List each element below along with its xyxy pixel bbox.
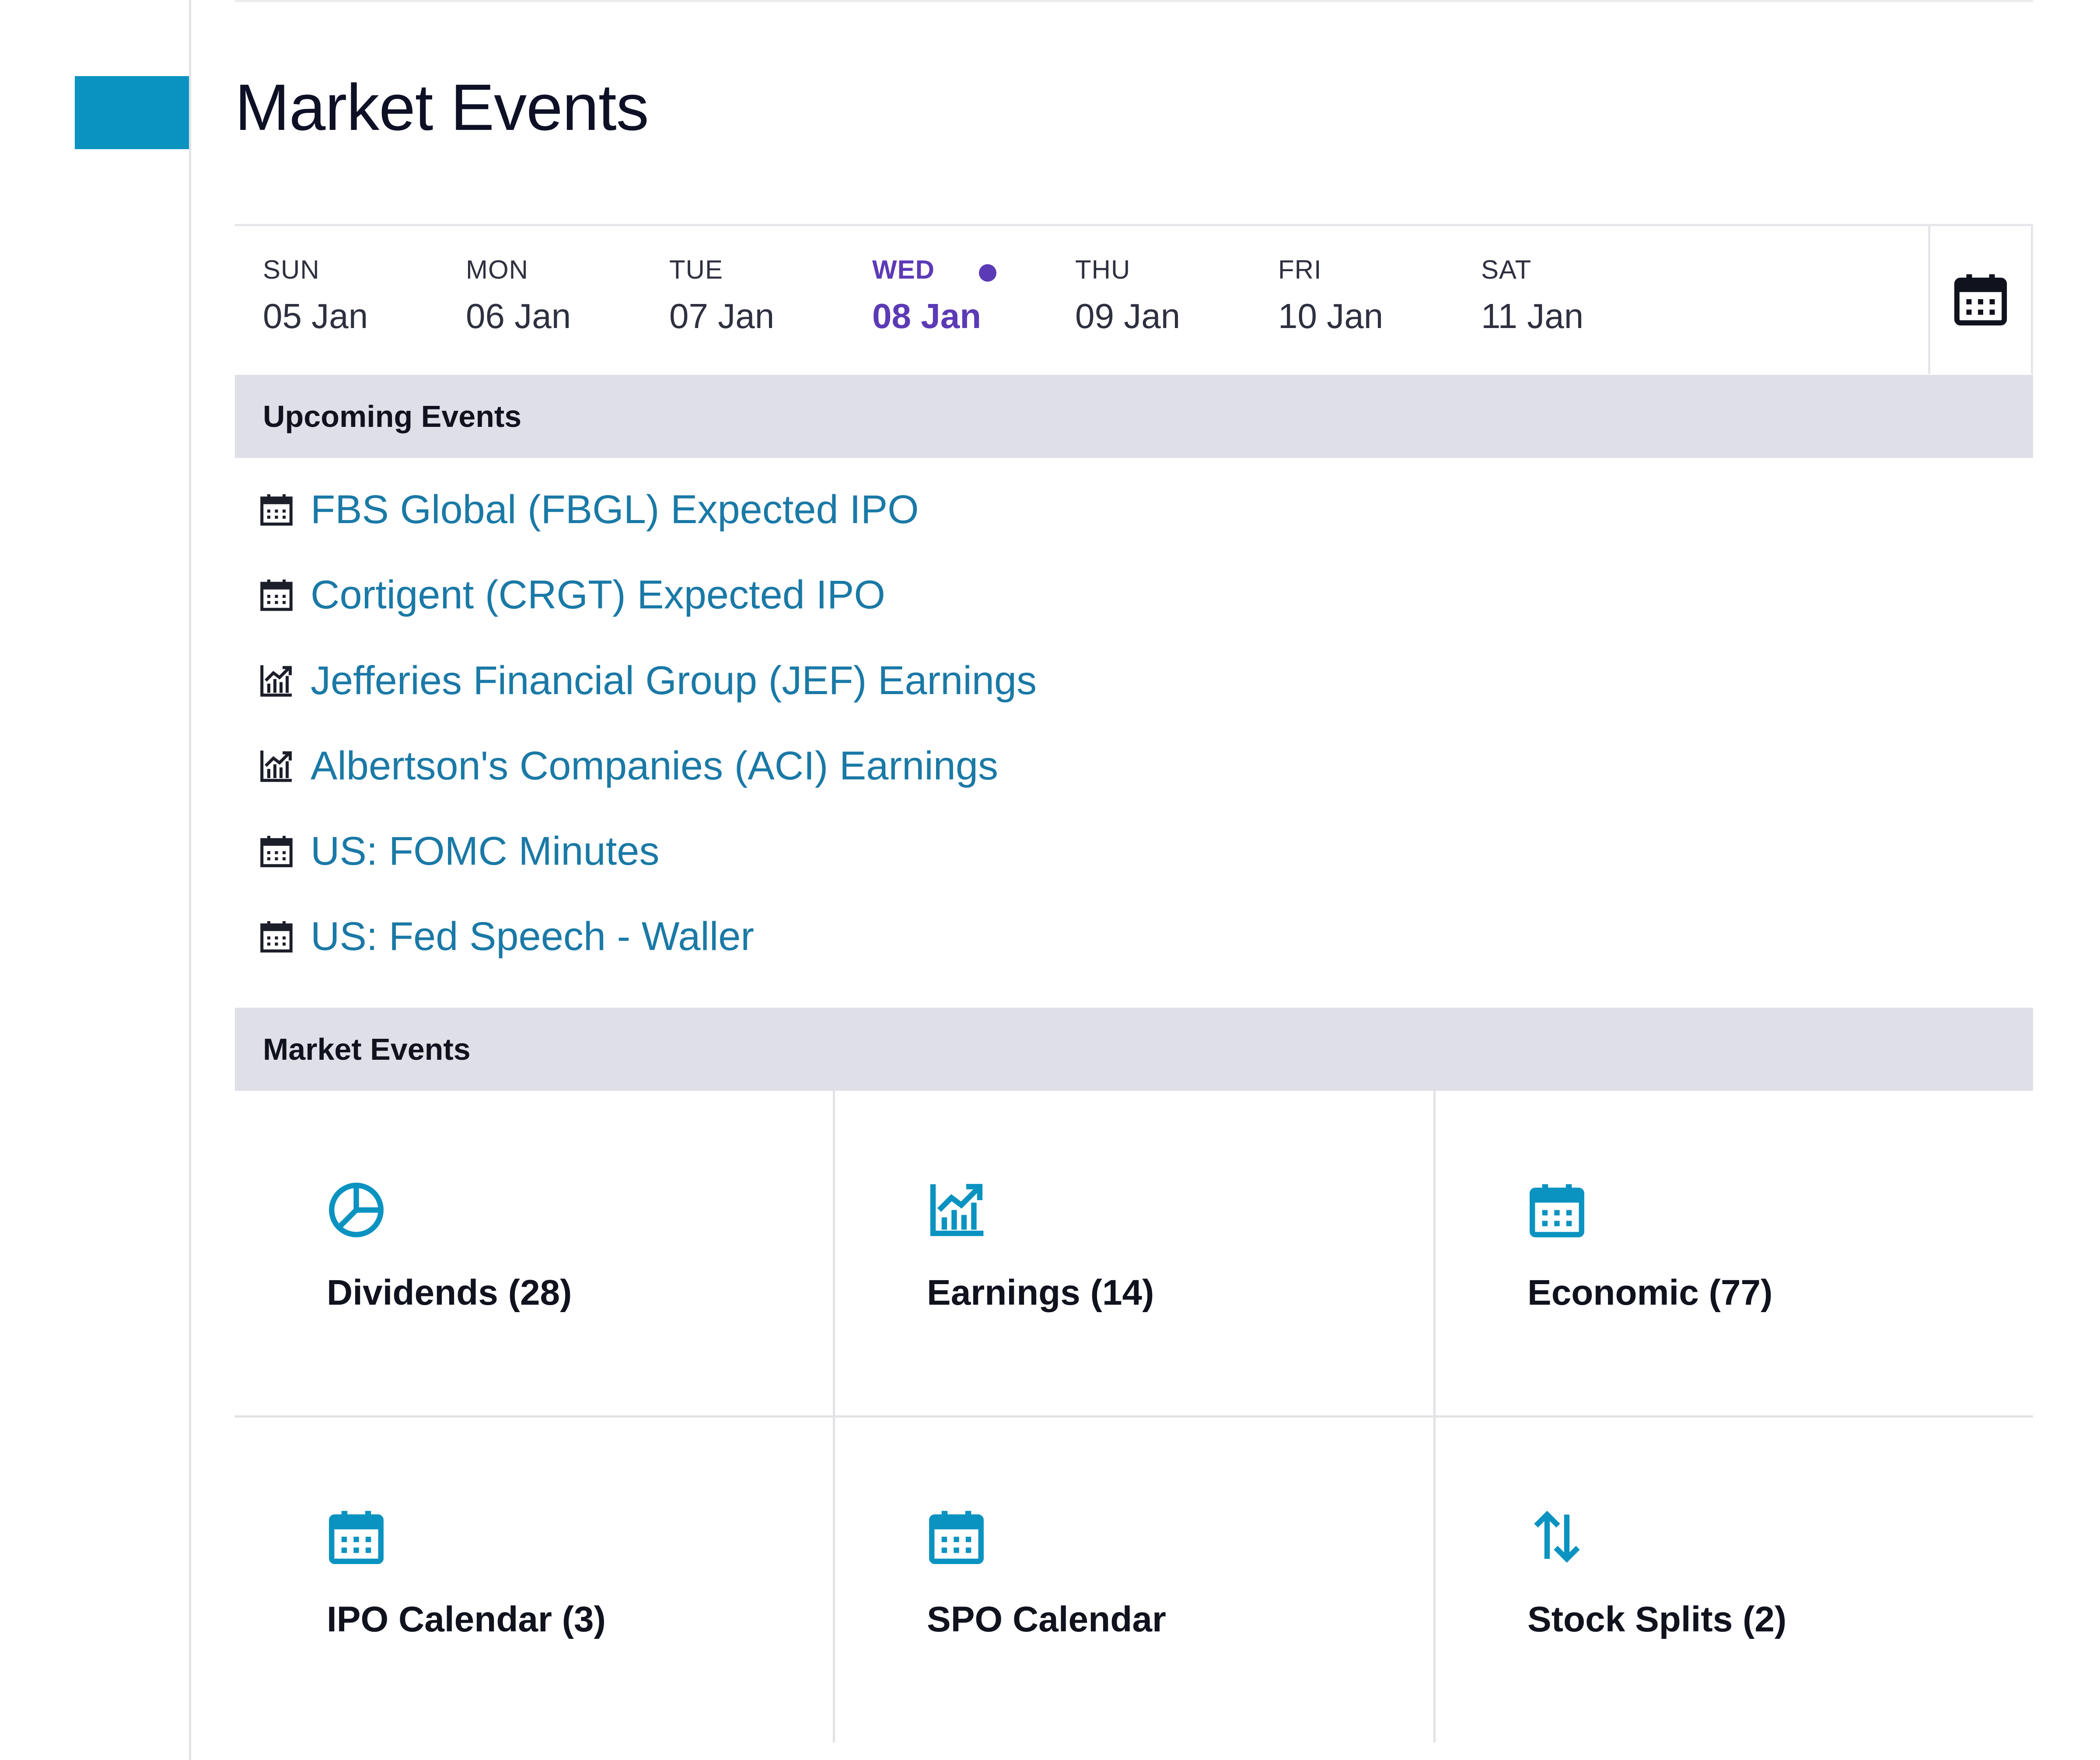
tile-economic[interactable]: Economic (77) (1436, 1091, 2035, 1417)
day-date: 10 Jan (1278, 297, 1384, 335)
day-tue[interactable]: TUE 07 Jan (669, 257, 774, 334)
calendar-icon (258, 491, 295, 528)
event-link[interactable]: Albertson's Companies (ACI) Earnings (258, 740, 998, 792)
day-date: 11 Jan (1481, 297, 1584, 335)
today-indicator-dot (979, 264, 996, 282)
event-link[interactable]: US: Fed Speech - Waller (258, 910, 754, 963)
left-divider (189, 0, 191, 1760)
event-link[interactable]: FBS Global (FBGL) Expected IPO (258, 483, 919, 536)
day-of-week: TUE (669, 255, 723, 284)
week-strip: SUN 05 Jan MON 06 Jan TUE 07 Jan WED 08 … (235, 224, 2033, 374)
day-wed-selected[interactable]: WED 08 Jan (872, 257, 981, 334)
day-mon[interactable]: MON 06 Jan (466, 257, 571, 334)
tile-stock-splits[interactable]: Stock Splits (2) (1436, 1418, 2035, 1743)
section-heading: Upcoming Events (263, 399, 522, 433)
day-date: 08 Jan (872, 297, 982, 335)
calendar-icon (258, 833, 295, 870)
day-thu[interactable]: THU 09 Jan (1075, 257, 1180, 334)
event-label: US: FOMC Minutes (311, 828, 660, 873)
page-title: Market Events (235, 70, 649, 144)
tile-label: Stock Splits (2) (1527, 1599, 1787, 1639)
market-events-header: Market Events (235, 1008, 2033, 1091)
day-of-week: WED (872, 255, 935, 284)
tile-ipo-calendar[interactable]: IPO Calendar (3) (235, 1418, 834, 1743)
event-link[interactable]: US: FOMC Minutes (258, 825, 659, 877)
tile-earnings[interactable]: Earnings (14) (835, 1091, 1434, 1417)
grid-divider (235, 1415, 2033, 1418)
day-of-week: SUN (263, 255, 320, 284)
section-heading: Market Events (263, 1032, 471, 1066)
day-sun[interactable]: SUN 05 Jan (263, 257, 368, 334)
market-events-grid: Dividends (28) Earnings (14) Economic (7… (235, 1091, 2033, 1743)
day-of-week: MON (466, 255, 528, 284)
day-fri[interactable]: FRI 10 Jan (1278, 257, 1383, 334)
day-date: 07 Jan (669, 297, 775, 335)
event-link[interactable]: Cortigent (CRGT) Expected IPO (258, 569, 885, 621)
pie-chart-icon (329, 1183, 384, 1237)
event-link[interactable]: Jefferies Financial Group (JEF) Earnings (258, 654, 1037, 707)
top-divider (235, 0, 2033, 2)
event-label: Jefferies Financial Group (JEF) Earnings (311, 658, 1037, 703)
tile-label: Earnings (14) (927, 1273, 1154, 1313)
calendar-icon (329, 1511, 384, 1564)
day-of-week: FRI (1278, 255, 1322, 284)
day-date: 05 Jan (263, 297, 368, 335)
calendar-picker-button[interactable] (1928, 224, 2033, 374)
event-label: FBS Global (FBGL) Expected IPO (311, 487, 919, 532)
tile-label: IPO Calendar (3) (327, 1599, 606, 1639)
up-down-arrows-icon (1534, 1511, 1580, 1563)
calendar-icon (929, 1511, 984, 1564)
upcoming-events-header: Upcoming Events (235, 375, 2033, 458)
tile-dividends[interactable]: Dividends (28) (235, 1091, 834, 1417)
section-accent-marker (75, 76, 189, 149)
event-label: Albertson's Companies (ACI) Earnings (311, 743, 998, 788)
calendar-icon (1530, 1184, 1584, 1237)
tile-label: Dividends (28) (327, 1273, 572, 1313)
tile-label: Economic (77) (1527, 1273, 1773, 1313)
earnings-chart-icon (258, 747, 295, 784)
calendar-icon (258, 918, 295, 955)
day-of-week: THU (1075, 255, 1131, 284)
event-label: US: Fed Speech - Waller (311, 914, 755, 959)
earnings-chart-icon (930, 1184, 984, 1236)
tile-spo-calendar[interactable]: SPO Calendar (835, 1418, 1434, 1743)
day-date: 06 Jan (466, 297, 571, 335)
day-of-week: SAT (1481, 255, 1532, 284)
earnings-chart-icon (258, 662, 295, 699)
event-label: Cortigent (CRGT) Expected IPO (311, 572, 885, 617)
calendar-icon (1954, 274, 2007, 325)
calendar-icon (258, 576, 295, 613)
tile-label: SPO Calendar (927, 1599, 1166, 1639)
day-sat[interactable]: SAT 11 Jan (1481, 257, 1583, 334)
day-date: 09 Jan (1075, 297, 1181, 335)
